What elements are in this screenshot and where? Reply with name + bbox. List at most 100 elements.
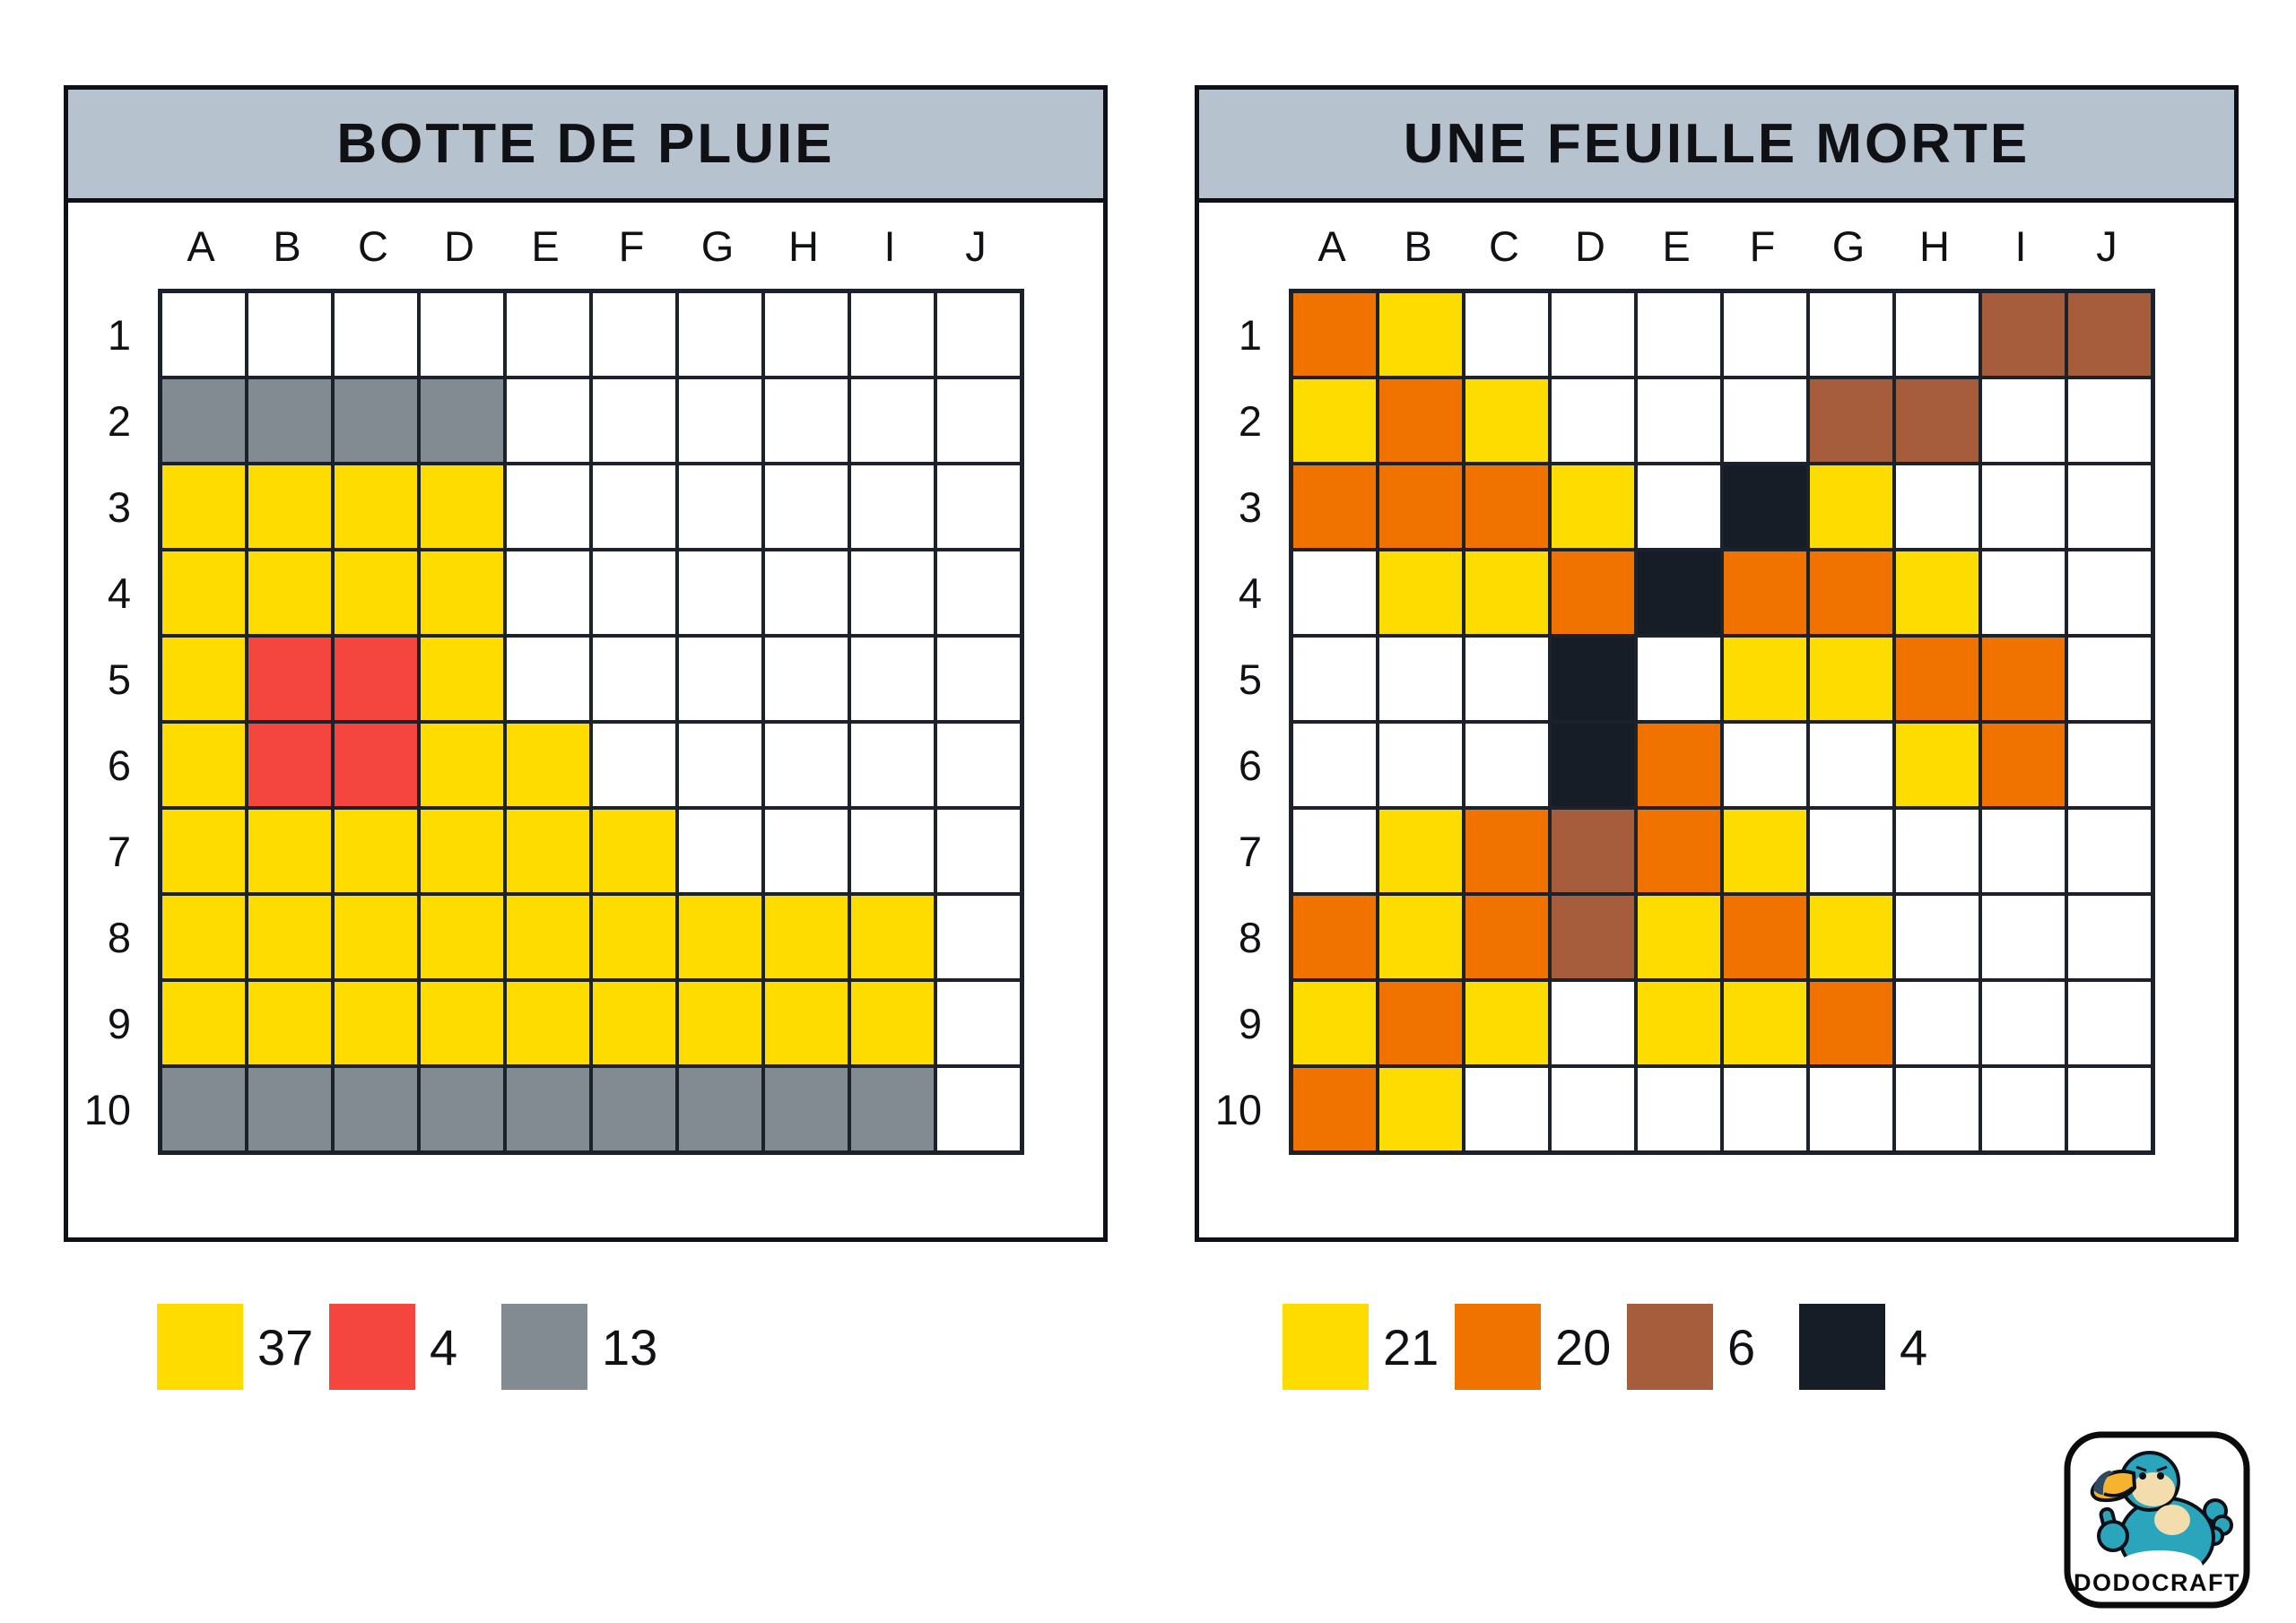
row-label-9: 9	[1238, 999, 1262, 1047]
legend-swatch-orange	[1455, 1304, 1541, 1390]
column-label-B: B	[1404, 221, 1432, 270]
column-label-D: D	[1575, 221, 1605, 270]
grid-cell-J8	[2066, 894, 2152, 980]
legend-swatch-brown	[1627, 1304, 1713, 1390]
grid-cell-E6	[1636, 722, 1722, 808]
column-label-F: F	[1749, 221, 1776, 270]
legend-count-orange: 20	[1555, 1318, 1612, 1376]
grid-cell-D3	[419, 464, 505, 550]
grid-cell-I8	[1980, 894, 2066, 980]
grid-cell-E2	[505, 378, 591, 464]
grid-cell-C1	[333, 291, 419, 378]
row-label-10: 10	[83, 1085, 131, 1133]
grid-cell-A7	[161, 808, 247, 894]
card-une-feuille-morte: UNE FEUILLE MORTE A B C D E F G H I J 1 2 3 4 5 6 7 8 9 10	[1195, 85, 2239, 1242]
grid-cell-F3	[591, 464, 677, 550]
grid-cell-A9	[1292, 980, 1378, 1066]
grid-cell-C10	[333, 1066, 419, 1152]
grid-cell-C10	[1464, 1066, 1550, 1152]
grid-cell-F2	[1722, 378, 1808, 464]
grid-cell-J7	[935, 808, 1022, 894]
grid-cell-B7	[247, 808, 333, 894]
grid-cell-H3	[1894, 464, 1980, 550]
legend-swatch-gray	[501, 1304, 587, 1390]
grid-cell-A5	[1292, 636, 1378, 722]
grid-cell-C3	[1464, 464, 1550, 550]
grid-cell-F7	[591, 808, 677, 894]
grid-cell-C4	[333, 550, 419, 636]
grid-cell-J3	[935, 464, 1022, 550]
grid-cell-A2	[1292, 378, 1378, 464]
grid-cell-J1	[2066, 291, 2152, 378]
grid-body: 1 2 3 4 5 6 7 8 9 10	[68, 289, 1103, 1155]
column-label-G: G	[700, 221, 735, 270]
grid-cell-A6	[1292, 722, 1378, 808]
grid-cell-I9	[1980, 980, 2066, 1066]
dodo-bird-illustration	[2090, 1451, 2233, 1583]
grid-cell-I6	[1980, 722, 2066, 808]
legend-une-feuille-morte: 21 20 6 4	[1283, 1304, 1971, 1390]
grid-cell-F1	[591, 291, 677, 378]
grid-cell-A6	[161, 722, 247, 808]
grid-cell-G2	[1808, 378, 1894, 464]
row-label-2: 2	[107, 396, 131, 445]
grid-cell-A7	[1292, 808, 1378, 894]
grid-cell-B5	[247, 636, 333, 722]
legend-item-yellow: 21	[1283, 1304, 1455, 1390]
row-label-9: 9	[107, 999, 131, 1047]
grid-cell-H10	[1894, 1066, 1980, 1152]
grid-cell-C2	[1464, 378, 1550, 464]
grid-cell-A1	[161, 291, 247, 378]
grid-cell-E2	[1636, 378, 1722, 464]
legend-swatch-black	[1799, 1304, 1885, 1390]
legend-item-black: 4	[1799, 1304, 1971, 1390]
grid-cell-G9	[677, 980, 763, 1066]
grid-cell-H1	[763, 291, 849, 378]
grid-cell-H8	[1894, 894, 1980, 980]
grid-cell-J9	[935, 980, 1022, 1066]
grid-cell-F1	[1722, 291, 1808, 378]
grid-cell-J7	[2066, 808, 2152, 894]
grid-cell-J10	[935, 1066, 1022, 1152]
column-label-A: A	[187, 221, 215, 270]
grid-cell-I4	[849, 550, 935, 636]
grid-cell-G5	[1808, 636, 1894, 722]
legend-count-gray: 13	[602, 1318, 658, 1376]
dodocraft-logo: DODOCRAFT	[2064, 1431, 2250, 1609]
row-label-8: 8	[1238, 913, 1262, 961]
legend-swatch-yellow	[1283, 1304, 1369, 1390]
dodocraft-wordmark: DODOCRAFT	[2074, 1569, 2240, 1596]
grid-cell-A8	[1292, 894, 1378, 980]
grid-cell-F6	[1722, 722, 1808, 808]
grid-cell-D9	[1550, 980, 1636, 1066]
grid-cell-A8	[161, 894, 247, 980]
grid-cell-H6	[763, 722, 849, 808]
column-label-E: E	[531, 221, 560, 270]
grid-cell-B8	[1378, 894, 1464, 980]
grid-cell-D6	[419, 722, 505, 808]
grid-cell-F10	[1722, 1066, 1808, 1152]
grid-cell-D7	[1550, 808, 1636, 894]
grid-cell-C7	[333, 808, 419, 894]
card-title-bar: BOTTE DE PLUIE	[68, 90, 1103, 203]
grid-cell-H1	[1894, 291, 1980, 378]
row-label-6: 6	[107, 741, 131, 789]
grid-cell-F7	[1722, 808, 1808, 894]
grid-cell-A10	[161, 1066, 247, 1152]
grid-cell-B4	[1378, 550, 1464, 636]
grid-cell-I9	[849, 980, 935, 1066]
grid-cell-H5	[1894, 636, 1980, 722]
grid-cell-E9	[505, 980, 591, 1066]
grid-cell-G3	[1808, 464, 1894, 550]
grid-cell-E4	[505, 550, 591, 636]
grid-cell-J5	[2066, 636, 2152, 722]
grid-cell-C8	[1464, 894, 1550, 980]
grid-cell-E5	[1636, 636, 1722, 722]
column-label-I: I	[883, 221, 896, 270]
grid-cell-D5	[419, 636, 505, 722]
row-label-10: 10	[1214, 1085, 1262, 1133]
grid-cell-I7	[1980, 808, 2066, 894]
grid-cell-H3	[763, 464, 849, 550]
grid-cell-G8	[1808, 894, 1894, 980]
row-label-4: 4	[107, 568, 131, 617]
